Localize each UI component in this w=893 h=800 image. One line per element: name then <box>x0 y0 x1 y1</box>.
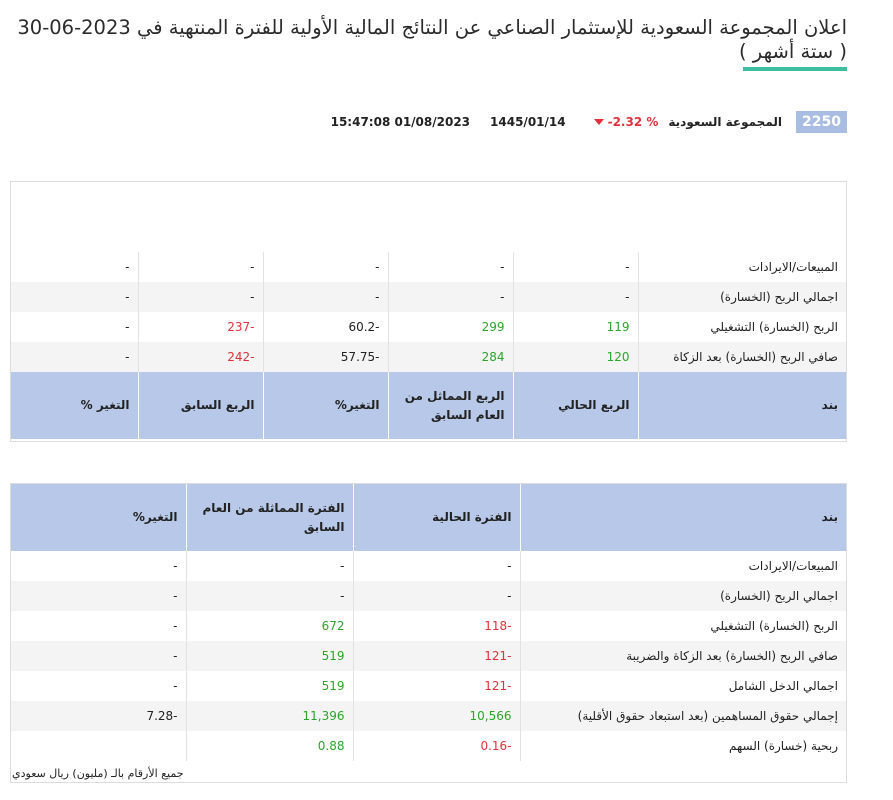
cell-change-quarter: - <box>11 342 138 372</box>
table-row: المبيعات/الايرادات - - - <box>11 551 846 581</box>
cell-prior-year: - <box>387 282 513 312</box>
cell-prior-year: - <box>185 551 353 581</box>
cell-change: - <box>262 282 388 312</box>
period-results-panel: بند الفترة الحالية الفترة المماثلة من ال… <box>10 483 847 783</box>
price-change-value: -2.32 % <box>607 115 659 129</box>
column-header-change: التغير% <box>262 372 388 439</box>
cell-current: 119 <box>512 312 638 342</box>
table-row: إجمالي حقوق المساهمين (بعد استبعاد حقوق … <box>11 701 846 731</box>
down-arrow-icon <box>593 119 604 125</box>
cell-change: - <box>11 581 186 611</box>
stock-info-bar: 2250 المجموعة السعودية -2.32 % 1445/01/1… <box>331 110 847 134</box>
row-label: اجمالي الربح (الخسارة) <box>519 581 846 611</box>
row-label: صافي الربح (الخسارة) بعد الزكاة والضريبة <box>519 641 846 671</box>
cell-change-quarter: - <box>125 260 130 274</box>
cell-change-quarter: - <box>11 282 138 312</box>
hijri-date: 1445/01/14 <box>490 115 566 129</box>
column-header-change-quarter: التغير % <box>11 372 138 439</box>
cell-current: -121 <box>352 641 520 671</box>
cell-prior-year: - <box>387 252 513 282</box>
cell-change: -60.2 <box>262 312 388 342</box>
table-row: صافي الربح (الخسارة) بعد الزكاة والضريبة… <box>11 641 846 671</box>
row-label: المبيعات/الايرادات <box>637 252 846 282</box>
price-change: -2.32 % <box>592 115 659 129</box>
column-header-prior-year-period: الفترة المماثلة من العام السابق <box>185 484 353 551</box>
period-results-table: بند الفترة الحالية الفترة المماثلة من ال… <box>11 484 846 761</box>
cell-prior-year: 284 <box>387 342 513 372</box>
column-header-item: بند <box>519 484 846 551</box>
cell-previous-quarter: - <box>137 252 263 282</box>
cell-change: -57.75 <box>262 342 388 372</box>
cell-previous-quarter: -237 <box>137 312 263 342</box>
cell-prior-year: 11,396 <box>185 701 353 731</box>
cell-previous-quarter: -242 <box>137 342 263 372</box>
cell-current: 120 <box>512 342 638 372</box>
company-name[interactable]: المجموعة السعودية <box>668 115 782 129</box>
cell-prior-year: 519 <box>185 641 353 671</box>
cell-change: - <box>173 679 178 693</box>
table-row: اجمالي الربح (الخسارة) - - - - - <box>11 282 846 312</box>
column-header-current-quarter: الربع الحالي <box>512 372 638 439</box>
column-header-prior-year-quarter: الربع المماثل من العام السابق <box>387 372 513 439</box>
table-header-row: بند الربع الحالي الربع المماثل من العام … <box>11 372 846 439</box>
cell-change: - <box>173 619 178 633</box>
cell-current: -118 <box>352 611 520 641</box>
column-header-previous-quarter: الربع السابق <box>137 372 263 439</box>
cell-prior-year: 0.88 <box>185 731 353 761</box>
row-label: صافي الربح (الخسارة) بعد الزكاة <box>637 342 846 372</box>
table-row: اجمالي الربح (الخسارة) - - - <box>11 581 846 611</box>
table-header-row: بند الفترة الحالية الفترة المماثلة من ال… <box>11 484 846 551</box>
title-underline <box>743 67 847 71</box>
row-label: الربح (الخسارة) التشغيلي <box>637 312 846 342</box>
cell-prior-year: 519 <box>185 671 353 701</box>
row-label: إجمالي حقوق المساهمين (بعد استبعاد حقوق … <box>519 701 846 731</box>
cell-previous-quarter: - <box>137 282 263 312</box>
units-footnote: جميع الأرقام بالـ (مليون) ريال سعودي <box>12 767 184 780</box>
cell-current: - <box>512 282 638 312</box>
column-header-item: بند <box>637 372 846 439</box>
cell-change: - <box>173 559 178 573</box>
row-label: الربح (الخسارة) التشغيلي <box>519 611 846 641</box>
cell-change-quarter: - <box>125 320 130 334</box>
table-row: ربحية (خسارة) السهم -0.16 0.88 <box>11 731 846 761</box>
row-label: ربحية (خسارة) السهم <box>519 731 846 761</box>
cell-current: - <box>352 581 520 611</box>
stock-code-badge[interactable]: 2250 <box>796 111 847 133</box>
cell-current: - <box>352 551 520 581</box>
table-row: صافي الربح (الخسارة) بعد الزكاة 120 284 … <box>11 342 846 372</box>
cell-prior-year: 672 <box>185 611 353 641</box>
cell-current: -121 <box>352 671 520 701</box>
announcement-datetime: 15:47:08 01/08/2023 <box>330 115 471 129</box>
cell-change: - <box>262 252 388 282</box>
cell-current: - <box>512 252 638 282</box>
cell-change: - <box>11 641 186 671</box>
cell-current: 10,566 <box>352 701 520 731</box>
cell-prior-year: - <box>185 581 353 611</box>
column-header-change: التغير% <box>11 484 186 551</box>
quarter-results-table: المبيعات/الايرادات - - - - - اجمالي الرب… <box>11 252 846 439</box>
row-label: المبيعات/الايرادات <box>519 551 846 581</box>
row-label: اجمالي الربح (الخسارة) <box>637 282 846 312</box>
table-row: الربح (الخسارة) التشغيلي -118 672 - <box>11 611 846 641</box>
cell-prior-year: 299 <box>387 312 513 342</box>
table-row: المبيعات/الايرادات - - - - - <box>11 252 846 282</box>
quarter-results-panel: المبيعات/الايرادات - - - - - اجمالي الرب… <box>10 181 847 442</box>
page-title: اعلان المجموعة السعودية للإستثمار الصناع… <box>17 16 847 63</box>
table-row: الربح (الخسارة) التشغيلي 119 299 -60.2 -… <box>11 312 846 342</box>
column-header-current-period: الفترة الحالية <box>352 484 520 551</box>
cell-current: -0.16 <box>352 731 520 761</box>
cell-change: -7.28 <box>11 701 186 731</box>
row-label: اجمالي الدخل الشامل <box>519 671 846 701</box>
table-row: اجمالي الدخل الشامل -121 519 - <box>11 671 846 701</box>
cell-change <box>11 731 186 761</box>
